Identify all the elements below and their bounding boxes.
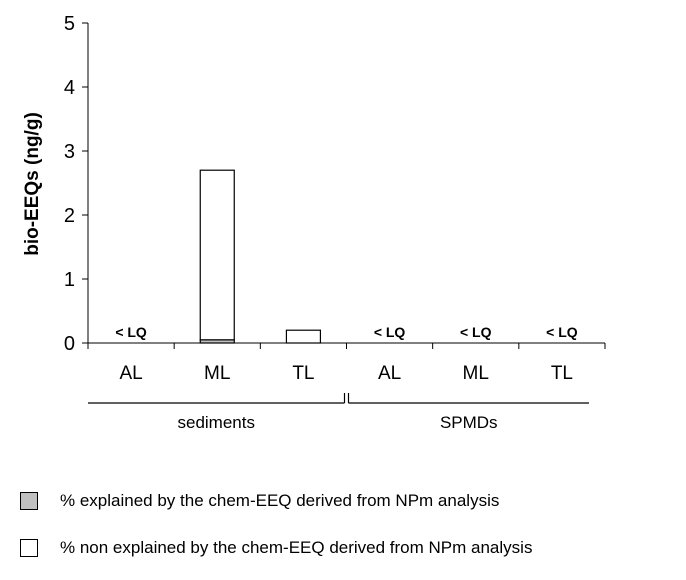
x-tick-label: ML	[204, 363, 230, 384]
bar-segment	[199, 169, 235, 341]
x-tick-label: TL	[551, 363, 573, 384]
legend-label-non-explained: % non explained by the chem-EEQ derived …	[60, 538, 533, 557]
legend-swatch-explained	[20, 492, 38, 510]
y-tick-label: 2	[64, 205, 75, 227]
y-axis-label: bio-EEQs (ng/g)	[22, 112, 43, 256]
legend-label-explained: % explained by the chem-EEQ derived from…	[60, 491, 500, 510]
lq-annotation: < LQ	[115, 324, 147, 340]
y-tick-label: 3	[64, 141, 75, 163]
x-tick-label: AL	[378, 363, 401, 384]
y-tick-label: 0	[64, 333, 75, 355]
chart: bio-EEQs (ng/g) 0 1 2 3 4 5 < LQ < LQ < LQ < LQ …	[22, 13, 606, 432]
bar-segment	[285, 329, 322, 344]
lq-annotation: < LQ	[546, 324, 578, 340]
lq-annotation: < LQ	[460, 324, 492, 340]
x-tick-label: ML	[463, 363, 489, 384]
x-tick-label: AL	[119, 363, 142, 384]
group-label: SPMDs	[440, 413, 498, 432]
group-label: sediments	[178, 413, 255, 432]
y-tick-label: 5	[64, 13, 75, 35]
group-brackets: sediments SPMDs	[88, 393, 589, 432]
x-axis: AL ML TL AL ML TL	[87, 342, 606, 384]
x-tick-label: TL	[292, 363, 314, 384]
y-tick-label: 4	[64, 77, 75, 99]
lq-annotation: < LQ	[374, 324, 406, 340]
legend-item-non-explained: % non explained by the chem-EEQ derived …	[20, 538, 532, 558]
y-tick-label: 1	[64, 269, 75, 291]
legend-item-explained: % explained by the chem-EEQ derived from…	[20, 491, 499, 511]
bars: < LQ < LQ < LQ < LQ	[115, 169, 578, 344]
legend-swatch-non-explained	[20, 539, 38, 557]
y-axis-ticks: 0 1 2 3 4 5	[64, 13, 89, 355]
